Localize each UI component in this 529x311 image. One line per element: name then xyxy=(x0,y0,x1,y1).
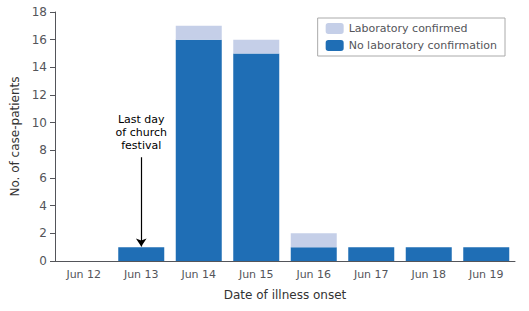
svg-text:Jun 12: Jun 12 xyxy=(65,268,101,281)
svg-text:Jun 14: Jun 14 xyxy=(180,268,216,281)
svg-text:festival: festival xyxy=(121,139,161,152)
svg-text:18: 18 xyxy=(32,5,47,19)
svg-text:Jun 17: Jun 17 xyxy=(353,268,389,281)
svg-text:6: 6 xyxy=(39,171,47,185)
svg-text:of church: of church xyxy=(116,126,167,139)
svg-text:Date of illness onset: Date of illness onset xyxy=(224,288,347,302)
svg-text:8: 8 xyxy=(39,143,47,157)
svg-text:10: 10 xyxy=(32,116,47,130)
svg-text:Jun 19: Jun 19 xyxy=(468,268,504,281)
svg-text:14: 14 xyxy=(32,60,47,74)
svg-text:2: 2 xyxy=(39,226,47,240)
svg-text:0: 0 xyxy=(39,254,47,268)
svg-text:Last day: Last day xyxy=(118,113,165,126)
svg-text:No. of case-patients: No. of case-patients xyxy=(8,77,22,197)
svg-text:Jun 13: Jun 13 xyxy=(123,268,159,281)
svg-text:12: 12 xyxy=(32,88,47,102)
svg-text:No laboratory confirmation: No laboratory confirmation xyxy=(349,39,497,52)
svg-text:Jun 15: Jun 15 xyxy=(238,268,274,281)
svg-text:Laboratory confirmed: Laboratory confirmed xyxy=(349,22,468,35)
svg-text:16: 16 xyxy=(32,33,47,47)
svg-text:Jun 16: Jun 16 xyxy=(295,268,331,281)
svg-text:Jun 18: Jun 18 xyxy=(410,268,446,281)
svg-text:4: 4 xyxy=(39,199,47,213)
